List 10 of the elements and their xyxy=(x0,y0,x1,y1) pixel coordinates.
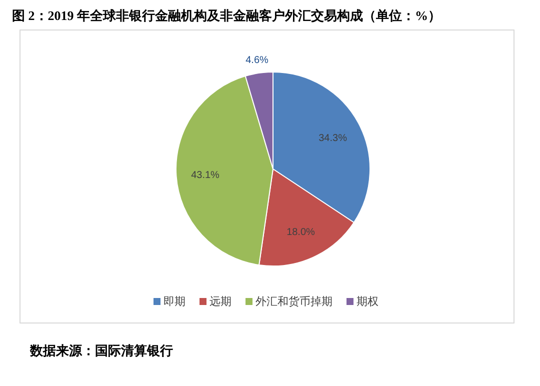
source-note: 数据来源：国际清算银行 xyxy=(29,343,173,358)
legend-label: 远期 xyxy=(210,296,232,308)
data-label: 43.1% xyxy=(191,170,220,181)
data-label: 34.3% xyxy=(318,132,348,144)
chart-title: 图 2：2019 年全球非银行金融机构及非金融客户外汇交易构成（单位：%） xyxy=(12,8,441,23)
legend-label: 外汇和货币掉期 xyxy=(256,295,332,308)
data-label: 18.0% xyxy=(286,226,316,238)
legend-label: 即期 xyxy=(164,296,186,308)
legend-label: 期权 xyxy=(356,296,378,308)
data-label: 4.6% xyxy=(246,55,269,66)
